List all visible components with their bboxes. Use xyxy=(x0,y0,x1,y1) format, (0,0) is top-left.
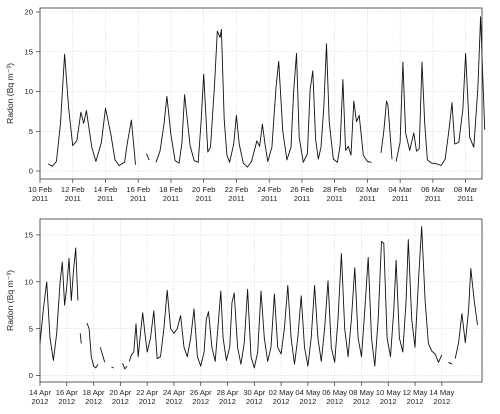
x-tick-label-year: 2012 xyxy=(192,397,209,406)
x-tick-label-day: 10 Feb xyxy=(28,185,52,194)
y-axis-label: Radon (Bq m⁻³) xyxy=(5,270,15,331)
y-axis-label: Radon (Bq m⁻³) xyxy=(5,63,15,124)
radon-series-line xyxy=(99,347,106,363)
x-tick-label-day: 28 Apr xyxy=(217,388,239,397)
x-tick-label-year: 2011 xyxy=(359,194,375,203)
radon-series-line xyxy=(39,247,79,361)
x-tick-label-year: 2011 xyxy=(130,194,146,203)
x-tick-label-day: 18 Apr xyxy=(83,388,105,397)
x-tick-label-day: 14 Feb xyxy=(94,185,118,194)
radon-series-line xyxy=(448,361,453,365)
x-tick-label-day: 28 Feb xyxy=(323,185,347,194)
x-tick-label-year: 2012 xyxy=(407,397,424,406)
x-tick-label-year: 2012 xyxy=(326,397,343,406)
plot-frame xyxy=(39,218,483,383)
x-tick-label-day: 02 Mar xyxy=(356,185,380,194)
y-tick-label: 15 xyxy=(25,47,33,56)
x-tick-label-year: 2011 xyxy=(425,194,441,203)
x-tick-label-year: 2011 xyxy=(32,194,48,203)
y-tick-label: 0 xyxy=(29,371,33,380)
x-tick-label-year: 2012 xyxy=(58,397,75,406)
x-tick-label-day: 26 Feb xyxy=(290,185,314,194)
x-tick-label-day: 16 Feb xyxy=(126,185,150,194)
x-tick-label-day: 12 Feb xyxy=(61,185,85,194)
x-tick-label-day: 24 Apr xyxy=(163,388,185,397)
x-tick-label-day: 04 May xyxy=(295,388,320,397)
x-tick-label-day: 22 Feb xyxy=(225,185,249,194)
x-tick-label-year: 2012 xyxy=(299,397,316,406)
x-tick-label-year: 2012 xyxy=(85,397,102,406)
x-tick-label-year: 2011 xyxy=(97,194,113,203)
x-tick-label-day: 04 Mar xyxy=(388,185,412,194)
y-tick-label: 10 xyxy=(25,87,33,96)
x-tick-label-year: 2012 xyxy=(380,397,397,406)
x-tick-label-day: 14 May xyxy=(429,388,454,397)
radon-series-line xyxy=(155,29,372,168)
x-tick-label-day: 06 May xyxy=(322,388,347,397)
y-tick-label: 5 xyxy=(29,324,33,333)
x-tick-label-year: 2012 xyxy=(273,397,290,406)
x-tick-label-day: 12 May xyxy=(403,388,428,397)
x-tick-label-year: 2011 xyxy=(294,194,310,203)
x-tick-label-day: 20 Apr xyxy=(109,388,131,397)
y-tick-label: 10 xyxy=(25,277,33,286)
x-tick-label-day: 08 May xyxy=(349,388,374,397)
x-tick-label-year: 2011 xyxy=(228,194,244,203)
x-tick-label-day: 26 Apr xyxy=(190,388,212,397)
x-tick-label-year: 2011 xyxy=(457,194,473,203)
radon-series-line xyxy=(380,100,393,160)
y-tick-label: 5 xyxy=(29,127,33,136)
radon-series-line xyxy=(145,153,150,161)
radon-series-line xyxy=(454,268,478,359)
x-tick-label-day: 24 Feb xyxy=(257,185,281,194)
x-tick-label-year: 2012 xyxy=(219,397,236,406)
y-tick-label: 0 xyxy=(29,167,33,176)
radon-series-line xyxy=(128,226,443,369)
y-tick-label: 20 xyxy=(25,8,33,17)
x-tick-label-year: 2011 xyxy=(392,194,408,203)
x-tick-label-day: 08 Mar xyxy=(454,185,478,194)
x-tick-label-year: 2012 xyxy=(32,397,49,406)
x-tick-label-day: 02 May xyxy=(269,388,294,397)
x-tick-label-day: 14 Apr xyxy=(29,388,51,397)
radon-series-line xyxy=(122,363,128,370)
x-tick-label-year: 2012 xyxy=(139,397,156,406)
x-tick-label-year: 2011 xyxy=(326,194,342,203)
radon-series-line xyxy=(111,366,114,369)
y-tick-label: 15 xyxy=(25,231,33,240)
x-tick-label-day: 16 Apr xyxy=(56,388,78,397)
radon-series-line xyxy=(86,322,99,369)
plot-frame xyxy=(39,7,483,180)
x-tick-label-year: 2012 xyxy=(246,397,263,406)
x-tick-label-day: 06 Mar xyxy=(421,185,445,194)
x-tick-label-year: 2012 xyxy=(433,397,450,406)
x-tick-label-year: 2011 xyxy=(163,194,179,203)
x-tick-label-year: 2011 xyxy=(261,194,277,203)
x-tick-label-year: 2012 xyxy=(165,397,182,406)
radon-series-line xyxy=(395,16,486,166)
x-tick-label-year: 2012 xyxy=(112,397,129,406)
x-tick-label-year: 2012 xyxy=(353,397,370,406)
radon-series-line xyxy=(47,53,136,167)
x-tick-label-day: 18 Feb xyxy=(159,185,183,194)
x-tick-label-day: 22 Apr xyxy=(136,388,158,397)
x-tick-label-year: 2011 xyxy=(65,194,81,203)
x-tick-label-day: 10 May xyxy=(376,388,401,397)
x-tick-label-year: 2011 xyxy=(196,194,212,203)
x-tick-label-day: 20 Feb xyxy=(192,185,216,194)
radon-series-line xyxy=(79,333,82,344)
x-tick-label-day: 30 Apr xyxy=(243,388,265,397)
